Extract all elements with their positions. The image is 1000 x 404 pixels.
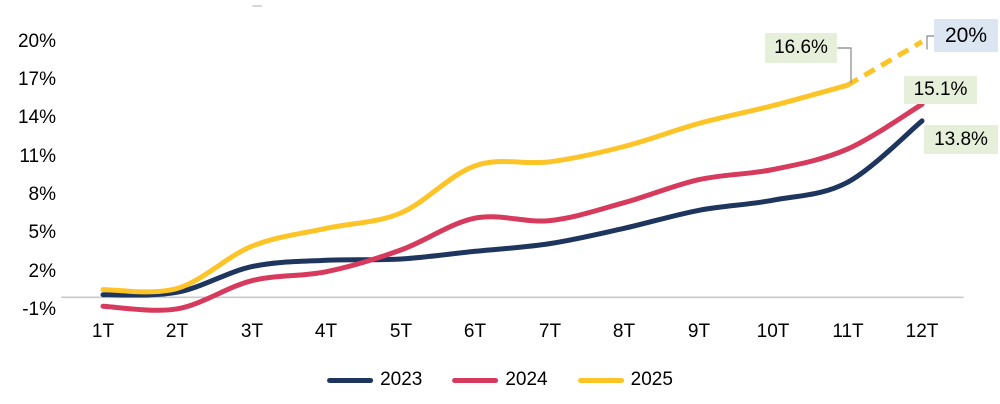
y-tick-label: 14% [17,107,56,128]
x-tick-label: 4T [314,321,338,342]
legend-item-2023: 2023 [327,369,422,391]
y-tick-label: 2% [28,261,56,282]
series-line-2023 [100,118,925,298]
x-tick-label: 6T [463,321,487,342]
legend-label: 2025 [630,369,673,390]
legend: 2023 2024 2025 [327,369,673,391]
annotation-2023-value: 13.8% [924,125,998,154]
x-tick-label: 11T [832,321,864,342]
y-tick-label: 20% [17,31,56,52]
x-tick-label: 1T [91,321,115,342]
y-tick-label: 5% [28,222,56,243]
artifact-mark [252,5,262,7]
x-tick-label: 7T [538,321,562,342]
annotation-connector-2025 [926,35,935,50]
y-tick-label: 11% [19,146,56,167]
legend-item-2025: 2025 [577,369,673,391]
legend-swatch-icon [577,377,624,383]
x-tick-label: 2T [165,321,189,342]
y-tick-label: 17% [17,69,56,90]
legend-swatch-icon [452,377,499,383]
annotation-connector-2025 [837,47,852,84]
legend-swatch-icon [327,377,374,383]
annotation-2024-value: 15.1% [904,76,977,104]
x-tick-label: 10T [756,321,790,342]
x-tick-label: 5T [389,321,413,342]
series-line-2024 [100,101,925,313]
annotation-2025-value: 16.6% [765,33,837,63]
y-tick-label: 8% [28,184,56,205]
annotation-2025-value: 20% [934,19,998,52]
legend-label: 2023 [380,369,423,390]
y-tick-label: -1% [22,299,56,320]
x-tick-label: 3T [240,321,264,342]
legend-item-2024: 2024 [452,369,548,391]
legend-label: 2024 [505,369,548,390]
x-tick-label: 12T [905,321,939,342]
x-tick-label: 8T [612,321,636,342]
series-line-2025-projection [846,39,924,88]
x-tick-label: 9T [687,321,711,342]
series-line-2025 [100,82,850,295]
